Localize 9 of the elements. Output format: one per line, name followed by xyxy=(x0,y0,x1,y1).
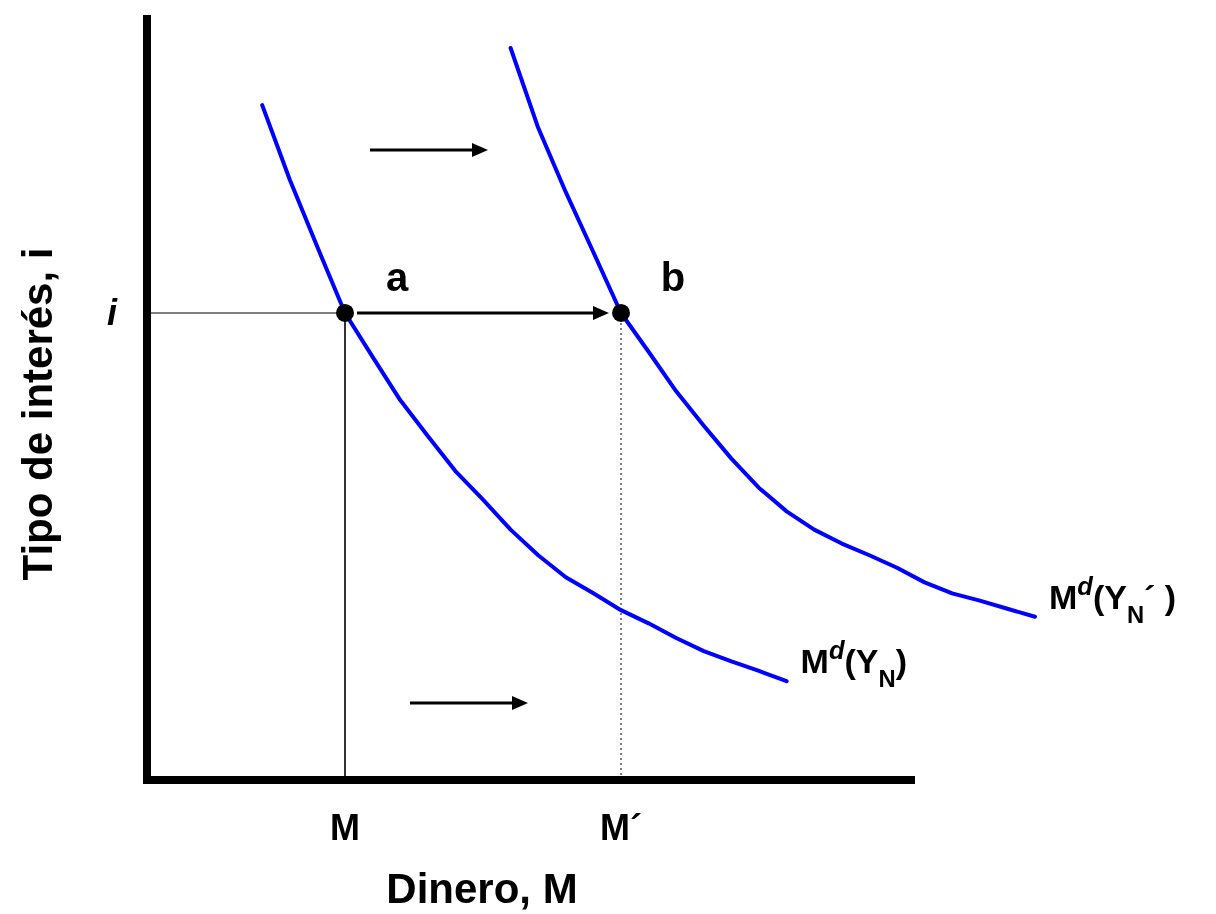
annotation: a xyxy=(385,254,409,299)
x-axis-title: Dinero, M xyxy=(386,865,578,912)
series-label: M$^{d}$(Y$_{N}$´ ) xyxy=(1049,571,1177,628)
ref-line-label: i xyxy=(106,291,118,333)
y-axis-title: Tipo de interés, i xyxy=(14,247,61,581)
x-tick-label: M xyxy=(330,807,360,848)
x-tick-label: M´ xyxy=(600,807,642,848)
annotation: b xyxy=(660,254,686,299)
series-label: M$^{d}$(Y$_{N}$) xyxy=(800,636,908,692)
